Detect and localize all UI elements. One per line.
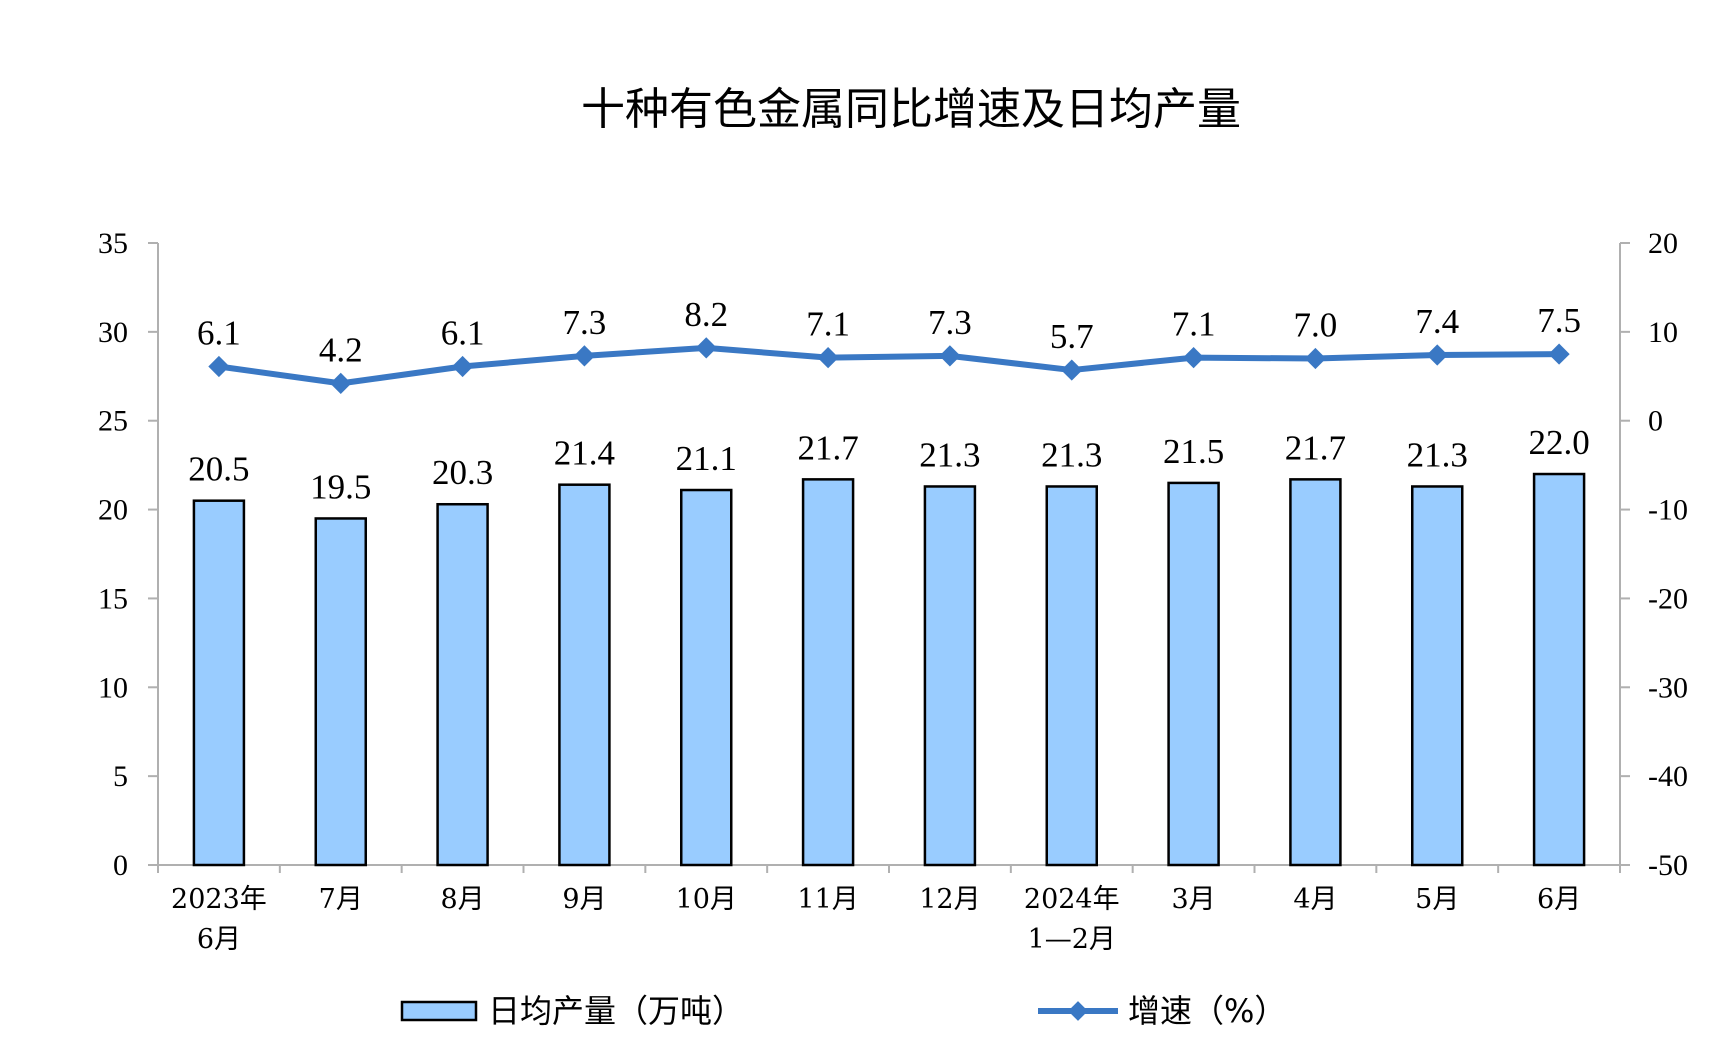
bar-value-label: 20.3 xyxy=(432,453,493,492)
growth-value-label: 5.7 xyxy=(1050,317,1094,356)
x-category-label: 6月 xyxy=(1537,884,1581,915)
legend-bar-swatch xyxy=(400,1000,478,1022)
growth-value-label: 7.3 xyxy=(563,303,607,342)
growth-value-label: 7.3 xyxy=(928,303,972,342)
growth-value-label: 6.1 xyxy=(197,314,241,353)
bar-value-label: 21.3 xyxy=(919,435,980,474)
bar xyxy=(192,499,246,867)
growth-value-label: 4.2 xyxy=(319,330,363,369)
growth-point xyxy=(1304,347,1327,370)
x-category-label: 10月 xyxy=(676,884,737,915)
right-tick-label: 0 xyxy=(1648,405,1663,438)
legend-line-label: 增速（%） xyxy=(1128,992,1286,1030)
bar xyxy=(1289,478,1342,867)
growth-value-label: 6.1 xyxy=(441,314,485,353)
growth-point xyxy=(1548,343,1570,365)
bar xyxy=(314,517,367,867)
bar xyxy=(923,485,977,867)
right-tick-label: 20 xyxy=(1648,227,1678,260)
bar-value-label: 21.3 xyxy=(1041,435,1102,474)
left-tick-label: 15 xyxy=(98,582,128,615)
bar xyxy=(1167,481,1220,867)
growth-value-label: 7.4 xyxy=(1415,302,1459,341)
left-tick-label: 0 xyxy=(113,849,128,882)
bar-value-label: 21.1 xyxy=(676,439,737,478)
legend-line-marker xyxy=(1068,1001,1088,1021)
bar xyxy=(436,502,489,867)
left-tick-label: 30 xyxy=(98,316,128,349)
growth-point xyxy=(695,337,717,359)
x-category-label: 2023年 xyxy=(171,884,267,915)
x-category-label: 11月 xyxy=(797,884,858,915)
growth-point xyxy=(330,372,352,395)
growth-point xyxy=(817,347,839,369)
bar-value-label: 22.0 xyxy=(1528,423,1589,462)
bar xyxy=(1532,472,1586,867)
growth-line xyxy=(218,344,1560,387)
left-tick-label: 25 xyxy=(98,405,128,438)
right-tick-label: -50 xyxy=(1648,849,1688,882)
growth-point xyxy=(451,355,474,378)
x-category-label: 3月 xyxy=(1171,884,1215,915)
growth-point xyxy=(1426,344,1448,366)
legend-bar-label: 日均产量（万吨） xyxy=(488,992,744,1030)
growth-value-label: 7.1 xyxy=(1172,305,1216,344)
left-tick-label: 35 xyxy=(98,227,128,260)
bar xyxy=(558,483,611,867)
growth-point xyxy=(573,345,596,367)
x-category-label: 5月 xyxy=(1415,884,1459,915)
x-category-label: 12月 xyxy=(919,884,980,915)
bar-value-label: 21.5 xyxy=(1163,432,1224,471)
growth-value-label: 7.0 xyxy=(1294,306,1338,345)
growth-point xyxy=(939,345,961,367)
growth-point xyxy=(208,355,230,378)
bar-value-label: 20.5 xyxy=(188,450,249,489)
growth-value-label: 8.2 xyxy=(684,295,728,334)
growth-value-label: 7.5 xyxy=(1537,301,1581,340)
bar-value-label: 21.4 xyxy=(554,434,615,473)
bar xyxy=(1045,485,1098,867)
bar xyxy=(680,488,733,867)
x-category-label: 2024年 xyxy=(1024,884,1120,915)
bar xyxy=(801,478,855,867)
right-tick-label: -20 xyxy=(1648,582,1688,615)
bar-value-label: 19.5 xyxy=(310,467,371,506)
bar-value-label: 21.7 xyxy=(1285,428,1346,467)
right-tick-label: -40 xyxy=(1648,760,1688,793)
x-category-label: 1—2月 xyxy=(1028,924,1116,955)
growth-value-label: 7.1 xyxy=(806,305,850,344)
plot-area: 0 5 10 15 20 25 30 35 -50 -40 -30 -20 -10 0 10 20 20.5 19… xyxy=(98,227,1688,955)
right-tick-label: 10 xyxy=(1648,316,1678,349)
bar-value-label: 21.7 xyxy=(797,428,858,467)
x-category-label: 7月 xyxy=(319,884,363,915)
growth-point xyxy=(1061,359,1083,381)
bar xyxy=(1411,485,1464,867)
right-tick-label: -10 xyxy=(1648,494,1688,527)
x-category-label: 9月 xyxy=(562,884,606,915)
growth-point xyxy=(1182,347,1205,369)
x-category-label: 8月 xyxy=(440,884,484,915)
legend: 日均产量（万吨） 增速（%） xyxy=(400,992,1286,1030)
x-category-label: 6月 xyxy=(197,924,241,955)
left-tick-label: 5 xyxy=(113,760,128,793)
x-category-label: 4月 xyxy=(1293,884,1337,915)
chart-title: 十种有色金属同比增速及日均产量 xyxy=(581,84,1241,135)
left-tick-label: 10 xyxy=(98,671,128,704)
right-tick-label: -30 xyxy=(1648,671,1688,704)
left-tick-label: 20 xyxy=(98,494,128,527)
bar-value-label: 21.3 xyxy=(1407,435,1468,474)
